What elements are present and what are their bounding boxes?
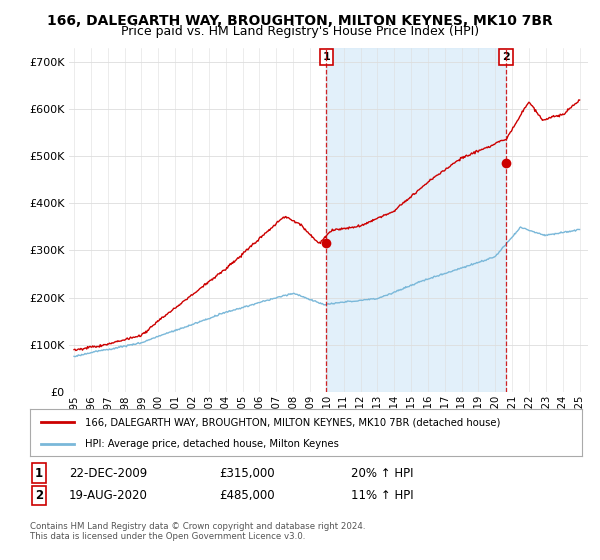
Text: £315,000: £315,000 — [219, 466, 275, 480]
Text: 2: 2 — [502, 52, 510, 62]
Text: 20% ↑ HPI: 20% ↑ HPI — [351, 466, 413, 480]
Text: Price paid vs. HM Land Registry's House Price Index (HPI): Price paid vs. HM Land Registry's House … — [121, 25, 479, 38]
Text: 11% ↑ HPI: 11% ↑ HPI — [351, 489, 413, 502]
Bar — [326, 48, 506, 392]
Text: 166, DALEGARTH WAY, BROUGHTON, MILTON KEYNES, MK10 7BR: 166, DALEGARTH WAY, BROUGHTON, MILTON KE… — [47, 14, 553, 28]
Text: £485,000: £485,000 — [219, 489, 275, 502]
Text: 19-AUG-2020: 19-AUG-2020 — [69, 489, 148, 502]
Text: 1: 1 — [322, 52, 330, 62]
Text: Contains HM Land Registry data © Crown copyright and database right 2024.
This d: Contains HM Land Registry data © Crown c… — [30, 522, 365, 542]
Text: 2: 2 — [35, 489, 43, 502]
Text: HPI: Average price, detached house, Milton Keynes: HPI: Average price, detached house, Milt… — [85, 439, 339, 449]
Text: 22-DEC-2009: 22-DEC-2009 — [69, 466, 147, 480]
Text: 166, DALEGARTH WAY, BROUGHTON, MILTON KEYNES, MK10 7BR (detached house): 166, DALEGARTH WAY, BROUGHTON, MILTON KE… — [85, 417, 500, 427]
Text: 1: 1 — [35, 466, 43, 480]
